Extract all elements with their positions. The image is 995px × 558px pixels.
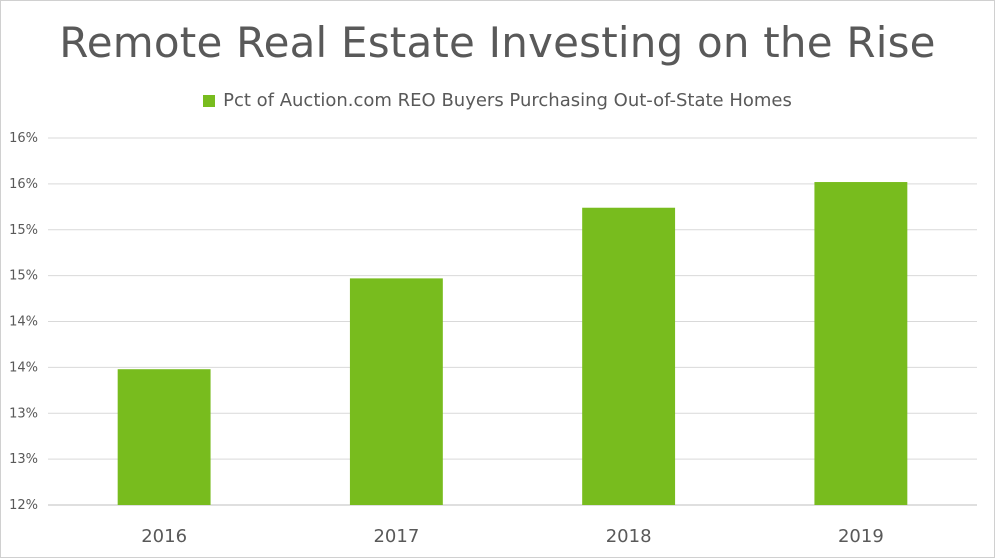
y-tick-label: 14% xyxy=(9,315,38,330)
x-tick-label: 2016 xyxy=(141,526,187,547)
bar-2017 xyxy=(349,278,443,505)
y-tick-label: 14% xyxy=(9,360,38,375)
x-axis-ticks: 2016 2017 2018 2019 xyxy=(141,526,884,547)
bar-2019 xyxy=(814,182,908,506)
y-tick-label: 12% xyxy=(9,498,38,513)
y-tick-label: 15% xyxy=(9,223,38,238)
x-tick-label: 2018 xyxy=(606,526,652,547)
x-tick-label: 2017 xyxy=(373,526,419,547)
bar-2016 xyxy=(117,369,211,505)
chart-legend: Pct of Auction.com REO Buyers Purchasing… xyxy=(0,90,995,111)
y-tick-label: 13% xyxy=(9,452,38,467)
bars xyxy=(117,182,908,506)
y-tick-label: 16% xyxy=(9,177,38,192)
chart-title: Remote Real Estate Investing on the Rise xyxy=(59,18,936,67)
y-axis-ticks: 12% 13% 13% 14% 14% 15% 15% 16% 16% xyxy=(9,131,38,513)
bar-2018 xyxy=(582,207,676,506)
legend-label: Pct of Auction.com REO Buyers Purchasing… xyxy=(223,90,792,111)
x-tick-label: 2019 xyxy=(838,526,884,547)
y-tick-label: 16% xyxy=(9,131,38,146)
y-tick-label: 15% xyxy=(9,269,38,284)
y-tick-label: 13% xyxy=(9,406,38,421)
legend-swatch xyxy=(203,94,216,107)
